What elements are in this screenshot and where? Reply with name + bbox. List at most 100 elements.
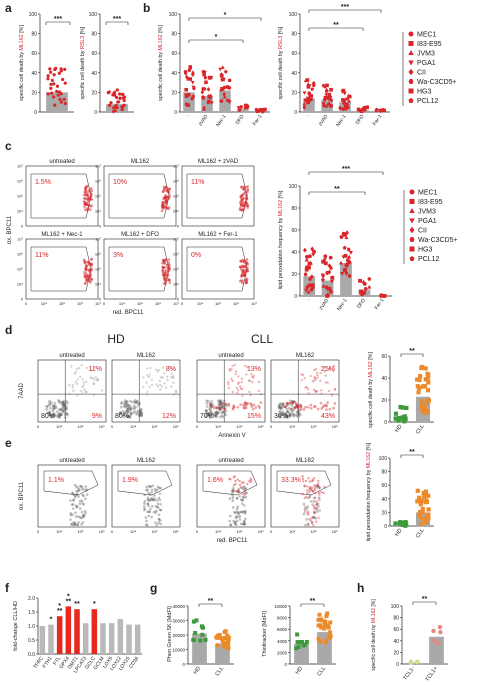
event-dot	[236, 478, 239, 481]
event-dot	[172, 381, 175, 385]
data-point	[346, 247, 351, 252]
event-dot	[80, 485, 84, 489]
event-dot	[233, 363, 237, 367]
event-dot	[56, 399, 60, 402]
event-dot	[85, 380, 88, 384]
event-dot	[222, 399, 226, 403]
event-dot	[237, 490, 241, 494]
event-dot	[64, 399, 68, 403]
event-dot	[311, 380, 314, 383]
event-dot	[218, 406, 222, 410]
data-point	[420, 506, 425, 512]
event-dot	[239, 195, 243, 198]
data-point	[431, 628, 436, 634]
event-dot	[307, 477, 310, 480]
y-tick-label: 20	[291, 272, 297, 278]
event-dot	[313, 375, 316, 379]
event-dot	[73, 483, 77, 487]
event-dot	[219, 407, 223, 410]
x-tick-label: 10⁶	[173, 529, 179, 534]
data-point	[302, 105, 307, 110]
event-dot	[297, 412, 300, 416]
event-dot	[72, 493, 76, 497]
event-dot	[164, 185, 168, 189]
event-dot	[89, 197, 92, 201]
event-dot	[250, 380, 254, 384]
event-dot	[164, 195, 168, 199]
plot-title: untreated	[218, 353, 243, 359]
event-dot	[245, 402, 248, 405]
event-dot	[128, 415, 132, 419]
data-point	[56, 93, 60, 97]
data-point	[59, 92, 63, 96]
event-dot	[129, 399, 132, 403]
event-dot	[150, 488, 154, 492]
data-point	[339, 235, 344, 239]
event-dot	[309, 487, 313, 491]
data-point	[325, 83, 329, 88]
event-dot	[155, 488, 159, 492]
event-dot	[238, 518, 242, 521]
quadrant-percentage: 70%	[200, 413, 214, 420]
event-dot	[90, 369, 93, 372]
data-point	[409, 226, 415, 234]
event-dot	[245, 197, 249, 200]
data-point	[258, 107, 263, 112]
y-tick-label: 60	[291, 228, 297, 234]
event-dot	[76, 393, 79, 397]
event-dot	[46, 411, 49, 415]
event-dot	[324, 374, 328, 377]
data-point	[57, 71, 61, 75]
y-tick-label: 0.5	[28, 638, 35, 644]
x-tick-label: 10⁶	[99, 529, 105, 534]
plot-frame	[37, 464, 107, 528]
event-dot	[148, 499, 152, 502]
event-dot	[161, 366, 165, 369]
event-dot	[295, 403, 298, 406]
event-dot	[77, 489, 81, 492]
event-dot	[165, 279, 168, 282]
event-dot	[317, 485, 321, 488]
category-label: HD	[394, 424, 403, 434]
event-dot	[232, 404, 235, 408]
event-dot	[145, 374, 149, 377]
event-dot	[139, 410, 143, 413]
axis-label: specific cell death by RSL3 [%]	[80, 26, 86, 99]
x-tick-label: 0	[181, 301, 184, 306]
event-dot	[74, 515, 78, 518]
data-point	[227, 78, 232, 83]
event-dot	[208, 401, 212, 405]
category-label: -	[306, 113, 312, 118]
event-dot	[55, 410, 59, 414]
data-point	[324, 638, 329, 643]
event-dot	[287, 412, 291, 415]
event-dot	[85, 493, 89, 496]
event-dot	[157, 486, 161, 490]
event-dot	[227, 380, 230, 384]
event-dot	[306, 510, 310, 513]
event-dot	[49, 406, 52, 410]
event-dot	[250, 478, 253, 482]
event-dot	[290, 400, 294, 403]
event-dot	[150, 491, 154, 494]
legend-entry: MEC1	[417, 32, 437, 39]
event-dot	[66, 401, 69, 405]
event-dot	[46, 405, 49, 409]
plot-title: ML162 + Fer-1	[198, 232, 238, 238]
y-tick-label: 1.0	[28, 624, 35, 630]
event-dot	[139, 411, 142, 415]
event-dot	[320, 389, 323, 392]
event-dot	[278, 410, 282, 413]
event-dot	[318, 486, 322, 490]
event-dot	[90, 204, 93, 207]
legend-entry: HG3	[418, 247, 433, 254]
x-tick-label: 10⁶	[258, 424, 264, 429]
data-point	[302, 91, 307, 95]
data-point	[425, 388, 431, 393]
x-tick-label: 10⁴	[119, 301, 125, 306]
data-point	[46, 92, 50, 96]
event-dot	[245, 257, 249, 261]
